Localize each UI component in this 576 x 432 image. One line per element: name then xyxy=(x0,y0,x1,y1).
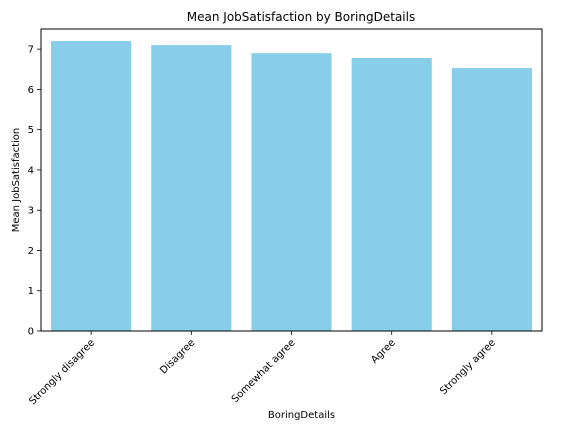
y-tick-label-3: 3 xyxy=(28,206,34,217)
y-tick-label-4: 4 xyxy=(28,165,34,176)
plot-frame xyxy=(40,28,543,332)
y-tick-label-0: 0 xyxy=(28,327,34,338)
bar-1 xyxy=(51,41,132,331)
y-tick-label-1: 1 xyxy=(28,286,34,297)
y-tick-label-7: 7 xyxy=(28,45,34,56)
x-tick-label-2: Disagree xyxy=(158,337,197,376)
plot-area: Strongly disagree Disagree Somewhat agree A… xyxy=(27,28,543,407)
bar-5 xyxy=(451,68,532,331)
x-tick-label-5: Strongly agree xyxy=(438,337,498,397)
y-tick-label-2: 2 xyxy=(28,246,34,257)
y-axis-label: Mean JobSatisfaction xyxy=(11,128,22,233)
y-tick-label-6: 6 xyxy=(28,85,34,96)
y-tick-label-5: 5 xyxy=(28,125,34,136)
bar-2 xyxy=(151,45,232,332)
bar-3 xyxy=(251,53,332,331)
x-axis-label: BoringDetails xyxy=(268,410,335,421)
x-tick-label-3: Somewhat agree xyxy=(230,337,298,405)
x-tick-label-4: Agree xyxy=(369,337,398,366)
x-tick-label-1: Strongly disagree xyxy=(27,337,97,407)
chart-title: Mean JobSatisfaction by BoringDetails xyxy=(187,10,415,24)
bar-4 xyxy=(351,57,432,332)
